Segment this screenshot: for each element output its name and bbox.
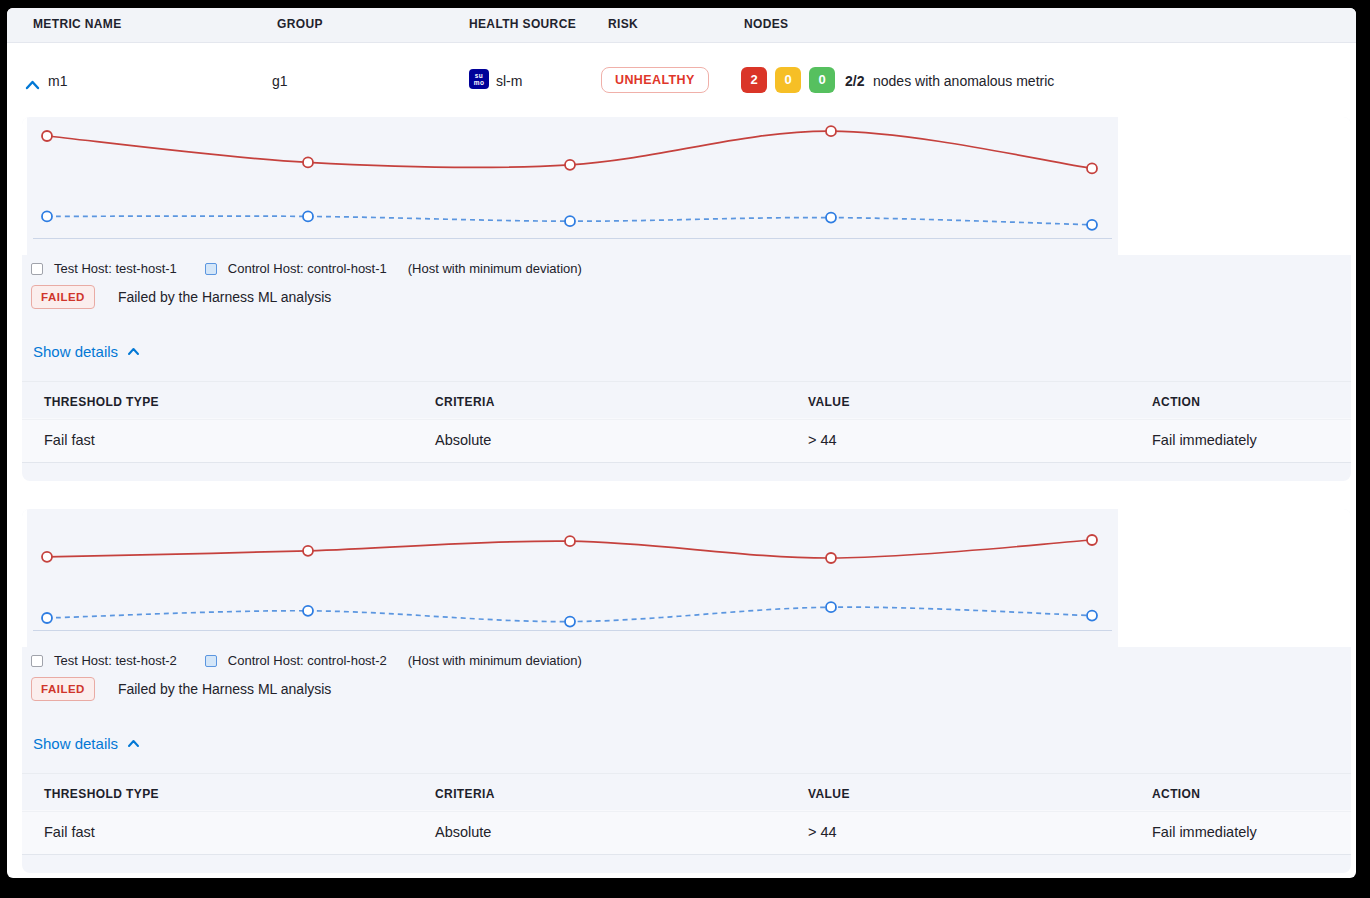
metrics-analysis-page: METRIC NAME GROUP HEALTH SOURCE RISK NOD… [7, 8, 1356, 878]
threshold-type-cell: Fail fast [44, 810, 95, 854]
analysis-status: FAILED Failed by the Harness ML analysis [31, 285, 331, 309]
sumologic-health-source-icon: su mo [469, 69, 489, 89]
chart-container [22, 117, 1351, 255]
sumologic-icon-text-bottom: mo [474, 79, 485, 86]
group-value: g1 [272, 73, 288, 90]
criteria-cell: Absolute [435, 810, 491, 854]
value-header: VALUE [808, 395, 850, 409]
test-host-legend-swatch[interactable] [31, 263, 43, 275]
health-source-value: sl-m [496, 73, 522, 90]
failed-status-message: Failed by the Harness ML analysis [118, 681, 331, 697]
show-details-link[interactable]: Show details [33, 343, 140, 360]
failed-status-message: Failed by the Harness ML analysis [118, 289, 331, 305]
host-analysis-panel-2: Test Host: test-host-2 Control Host: con… [22, 509, 1351, 873]
action-header: ACTION [1152, 787, 1200, 801]
threshold-type-cell: Fail fast [44, 418, 95, 462]
column-header-group: GROUP [277, 8, 323, 41]
minimum-deviation-note: (Host with minimum deviation) [408, 261, 582, 276]
criteria-cell: Absolute [435, 418, 491, 462]
line-chart-svg [27, 509, 1118, 647]
threshold-table-header: THRESHOLD TYPE CRITERIA VALUE ACTION [22, 381, 1351, 420]
timeseries-chart [27, 509, 1118, 647]
failed-status-badge: FAILED [31, 285, 95, 309]
threshold-type-header: THRESHOLD TYPE [44, 395, 159, 409]
threshold-table-row: Fail fast Absolute > 44 Fail immediately [22, 418, 1351, 463]
column-header-metric-name: METRIC NAME [33, 8, 122, 41]
control-host-legend-label[interactable]: Control Host: control-host-1 [228, 261, 387, 276]
column-header-health-source: HEALTH SOURCE [469, 8, 576, 41]
show-details-label[interactable]: Show details [33, 735, 118, 752]
control-host-legend-swatch[interactable] [205, 263, 217, 275]
host-analysis-panel-1: Test Host: test-host-1 Control Host: con… [22, 117, 1351, 481]
threshold-table-row: Fail fast Absolute > 44 Fail immediately [22, 810, 1351, 855]
criteria-header: CRITERIA [435, 787, 495, 801]
value-cell: > 44 [808, 810, 837, 854]
column-header-risk: RISK [608, 8, 638, 41]
anomalous-nodes-count-badge: 2 [741, 67, 767, 93]
failed-status-badge: FAILED [31, 677, 95, 701]
nodes-ratio: 2/2 [845, 73, 864, 89]
show-details-link[interactable]: Show details [33, 735, 140, 752]
chart-container [22, 509, 1351, 647]
test-host-legend-label[interactable]: Test Host: test-host-2 [54, 653, 177, 668]
warning-nodes-count-badge: 0 [775, 67, 801, 93]
show-details-label[interactable]: Show details [33, 343, 118, 360]
value-cell: > 44 [808, 418, 837, 462]
line-chart-svg [27, 117, 1118, 255]
analysis-status: FAILED Failed by the Harness ML analysis [31, 677, 331, 701]
timeseries-chart [27, 117, 1118, 255]
chart-legend: Test Host: test-host-1 Control Host: con… [31, 261, 582, 276]
threshold-table-header: THRESHOLD TYPE CRITERIA VALUE ACTION [22, 773, 1351, 812]
action-cell: Fail immediately [1152, 418, 1257, 462]
risk-status-badge: UNHEALTHY [601, 67, 709, 93]
table-column-header: METRIC NAME GROUP HEALTH SOURCE RISK NOD… [7, 8, 1356, 43]
test-host-legend-swatch[interactable] [31, 655, 43, 667]
collapse-row-chevron-up-icon[interactable] [24, 77, 42, 91]
action-cell: Fail immediately [1152, 810, 1257, 854]
chevron-up-icon [127, 739, 140, 748]
chevron-up-icon [127, 347, 140, 356]
chart-legend: Test Host: test-host-2 Control Host: con… [31, 653, 582, 668]
test-host-legend-label[interactable]: Test Host: test-host-1 [54, 261, 177, 276]
control-host-legend-label[interactable]: Control Host: control-host-2 [228, 653, 387, 668]
action-header: ACTION [1152, 395, 1200, 409]
sumologic-icon-text-top: su [475, 72, 484, 79]
criteria-header: CRITERIA [435, 395, 495, 409]
value-header: VALUE [808, 787, 850, 801]
control-host-legend-swatch[interactable] [205, 655, 217, 667]
threshold-type-header: THRESHOLD TYPE [44, 787, 159, 801]
metric-name-value: m1 [48, 73, 67, 90]
column-header-nodes: NODES [744, 8, 788, 41]
minimum-deviation-note: (Host with minimum deviation) [408, 653, 582, 668]
healthy-nodes-count-badge: 0 [809, 67, 835, 93]
nodes-description: nodes with anomalous metric [873, 73, 1054, 89]
